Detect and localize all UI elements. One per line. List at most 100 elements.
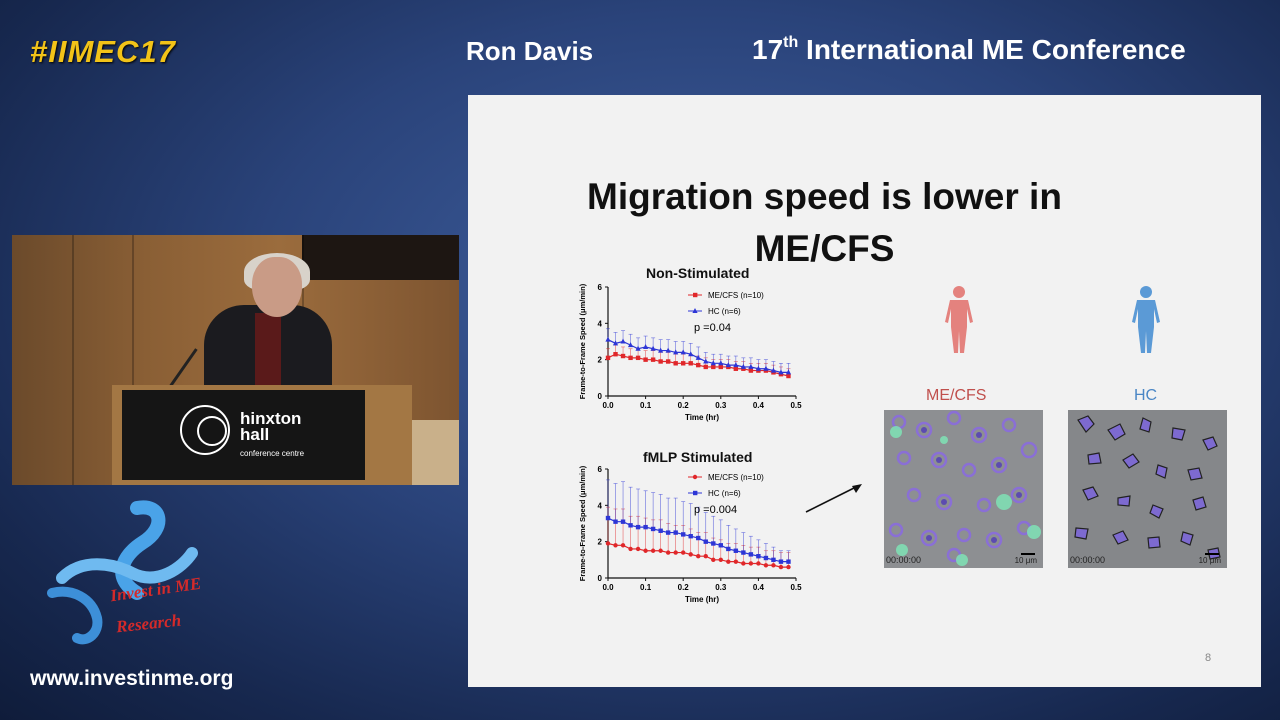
micrograph-scale: 10 μm (1198, 556, 1221, 565)
data-point (725, 362, 731, 368)
data-point (680, 349, 686, 355)
data-point (703, 554, 708, 559)
scale-bar (1021, 553, 1035, 555)
data-point (688, 534, 693, 539)
data-point (718, 543, 723, 548)
y-tick-label: 0 (598, 574, 603, 583)
y-axis-label: Frame-to-Frame Speed (μm/min) (578, 465, 587, 581)
data-point (643, 548, 648, 553)
data-point (786, 559, 791, 564)
data-point (696, 362, 701, 368)
data-point (778, 559, 784, 564)
data-point (612, 340, 619, 346)
hc-person-icon (1132, 286, 1160, 353)
invest-in-me-logo-icon (47, 500, 198, 645)
conference-hashtag: #IIMEC17 (30, 34, 176, 69)
data-point (613, 519, 618, 524)
data-point (748, 552, 754, 557)
hc-cells (1074, 415, 1221, 560)
microphone (169, 348, 198, 387)
micrograph-scale: 10 μm (1014, 556, 1037, 565)
data-point (635, 546, 641, 552)
website-url[interactable]: www.investinme.org (30, 667, 234, 690)
data-point (733, 366, 739, 371)
legend-marker (692, 474, 698, 480)
data-point (763, 563, 769, 568)
data-point (756, 554, 761, 559)
podium-brand-line2: hall (240, 425, 270, 444)
data-point (710, 360, 716, 366)
data-point (673, 530, 678, 535)
data-point (681, 532, 686, 537)
data-point (786, 373, 791, 379)
data-point (643, 524, 648, 530)
data-point (771, 557, 776, 563)
mecfs-person-icon (945, 286, 973, 353)
data-point (688, 361, 693, 366)
arrow-icon (805, 484, 862, 513)
data-point (786, 564, 791, 570)
micrograph-timestamp: 00:00:00 (1070, 555, 1106, 565)
data-point (748, 561, 754, 566)
data-point (650, 526, 656, 532)
y-tick-label: 6 (598, 283, 603, 292)
data-point (620, 519, 626, 524)
data-point (635, 345, 641, 351)
data-point (755, 365, 761, 371)
legend-label: ME/CFS (n=10) (708, 291, 764, 300)
data-point (643, 357, 648, 362)
speaker-video[interactable]: hinxton hall conference centre (12, 235, 459, 485)
data-point (770, 367, 777, 373)
p-value-annotation: p =0.04 (694, 322, 731, 334)
data-point (665, 530, 671, 535)
data-point (778, 369, 784, 375)
x-axis-label: Time (hr) (685, 413, 719, 422)
x-axis-label: Time (hr) (685, 595, 719, 604)
data-point (748, 368, 754, 373)
data-point (627, 342, 634, 348)
speaker-head (252, 257, 302, 317)
data-point (726, 546, 731, 552)
y-axis-label: Frame-to-Frame Speed (μm/min) (578, 283, 587, 399)
p-value-annotation: p =0.004 (694, 504, 737, 516)
podium-front-panel (122, 390, 365, 480)
micrograph-timestamp: 00:00:00 (886, 555, 922, 565)
data-point (613, 543, 618, 548)
data-point (658, 359, 663, 364)
speaker-name: Ron Davis (466, 36, 594, 66)
data-point (718, 360, 724, 366)
scale-bar (1205, 553, 1219, 555)
presentation-slide: Migration speed is lower in ME/CFS Non-S… (468, 95, 1261, 687)
data-point (778, 564, 784, 570)
x-tick-label: 0.1 (640, 401, 652, 410)
data-point (703, 364, 708, 370)
fmlp-stimulated-chart: 0 2 4 6 0.0 0.1 0.2 0.3 0.4 0.5 Time (hr) Frame-to-… (578, 465, 802, 604)
x-tick-label: 0.5 (790, 583, 802, 592)
data-point (733, 559, 739, 564)
legend-label: HC (n=6) (708, 307, 741, 316)
data-point (741, 561, 746, 566)
legend-marker (693, 490, 698, 496)
hinxton-logo-icon (180, 405, 230, 455)
podium-brand-line1: hinxton (240, 409, 302, 428)
x-tick-label: 0.4 (753, 401, 765, 410)
x-tick-label: 0.1 (640, 583, 652, 592)
data-point (711, 541, 716, 546)
podium-brand: hinxton hall (240, 409, 302, 444)
data-point (658, 528, 663, 533)
data-point (635, 524, 641, 530)
data-point (733, 362, 739, 368)
data-point (628, 523, 633, 528)
data-point (703, 358, 709, 364)
y-tick-label: 4 (598, 501, 603, 510)
legend-label: HC (n=6) (708, 489, 741, 498)
data-point (665, 359, 671, 364)
hc-group-label: HC (1134, 387, 1158, 404)
data-point (658, 347, 664, 353)
data-point (696, 535, 701, 541)
data-point (696, 554, 701, 559)
data-point (785, 369, 792, 375)
chart1-title: Non-Stimulated (646, 265, 750, 281)
y-tick-label: 0 (598, 392, 603, 401)
data-point (658, 548, 663, 553)
